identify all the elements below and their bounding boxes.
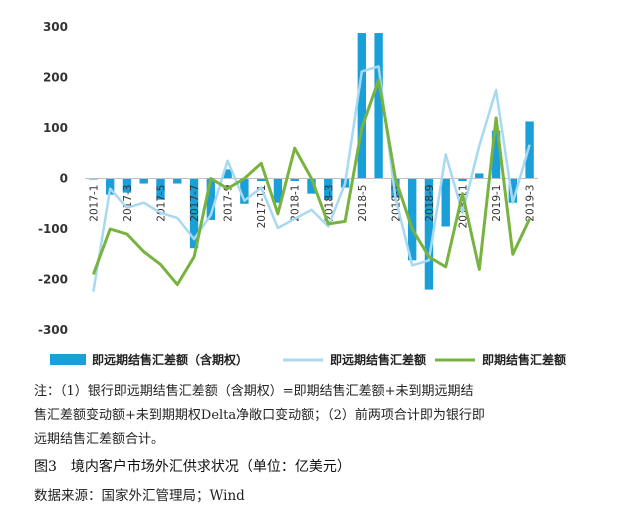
y-tick-label: 200 <box>43 71 68 85</box>
bar <box>357 33 367 179</box>
bar <box>240 178 249 204</box>
x-tick-label: 2019-3 <box>525 185 537 222</box>
y-tick-label: -200 <box>38 273 68 287</box>
forward-line <box>92 65 531 292</box>
bar <box>441 178 450 227</box>
x-tick-label: 2017-9 <box>223 185 235 222</box>
bar <box>290 178 299 182</box>
line-series <box>91 65 531 292</box>
bar <box>324 178 333 200</box>
bar <box>407 178 417 261</box>
legend-swatch-bar <box>50 354 86 365</box>
x-tick-label: 2017-7 <box>189 185 201 222</box>
bar <box>189 178 199 249</box>
data-source: 数据来源：国家外汇管理局；Wind <box>34 488 245 504</box>
x-tick-label: 2018-5 <box>357 185 369 222</box>
note-line-3: 远期结售汇差额合计。 <box>34 432 165 447</box>
bar <box>525 121 534 179</box>
x-tick-label: 2018-1 <box>290 185 302 222</box>
note-line-2: 售汇差额变动额+未到期期权Delta净敞口变动额；（2）前两项合计即为银行即 <box>34 408 485 423</box>
bar <box>256 178 266 182</box>
x-tick-label: 2017-3 <box>122 185 134 222</box>
y-tick-label: 0 <box>60 172 68 186</box>
legend: 即远期结售汇差额（含期权） 即远期结售汇差额 即期结售汇差额 <box>50 352 566 367</box>
y-tick-label: 100 <box>43 121 68 135</box>
y-tick-label: -300 <box>38 323 68 337</box>
x-tick-label: 2018-3 <box>323 185 335 222</box>
y-tick-label: 300 <box>43 20 68 34</box>
x-tick-label: 2017-5 <box>156 185 168 222</box>
y-axis: -300 -200 -100 0 100 200 300 <box>38 20 68 337</box>
bar <box>273 178 283 203</box>
legend-label-forward-line: 即远期结售汇差额 <box>330 352 426 367</box>
x-tick-label: 2018-9 <box>424 185 436 222</box>
bar <box>139 178 148 184</box>
x-tick-label: 2017-1 <box>88 185 100 222</box>
bar <box>424 178 434 290</box>
figure-caption: 图3 境内客户市场外汇供求状况（单位：亿美元） <box>34 459 351 475</box>
spot-line <box>91 78 531 287</box>
bar <box>89 178 98 180</box>
bar <box>374 33 383 179</box>
bar <box>223 169 232 179</box>
chart: -300 -200 -100 0 100 200 300 2017-1 2017-3 2017-… <box>38 20 566 367</box>
bar <box>508 178 518 203</box>
y-tick-label: -100 <box>38 222 68 236</box>
bar <box>206 178 216 220</box>
bar <box>105 178 115 195</box>
legend-label-spot-line: 即期结售汇差额 <box>482 352 566 367</box>
bar <box>458 178 467 182</box>
bar <box>491 130 501 179</box>
bar <box>156 178 165 200</box>
legend-label-bar: 即远期结售汇差额（含期权） <box>92 352 248 367</box>
bar <box>173 178 182 184</box>
bar <box>475 173 484 179</box>
bar-series <box>89 33 534 290</box>
note-line-1: 注：（1）银行即远期结售汇差额（含期权）=即期结售汇差额+未到期远期结 <box>34 384 474 399</box>
bar <box>307 178 316 194</box>
x-tick-label: 2019-1 <box>491 185 503 222</box>
bar <box>122 178 132 193</box>
